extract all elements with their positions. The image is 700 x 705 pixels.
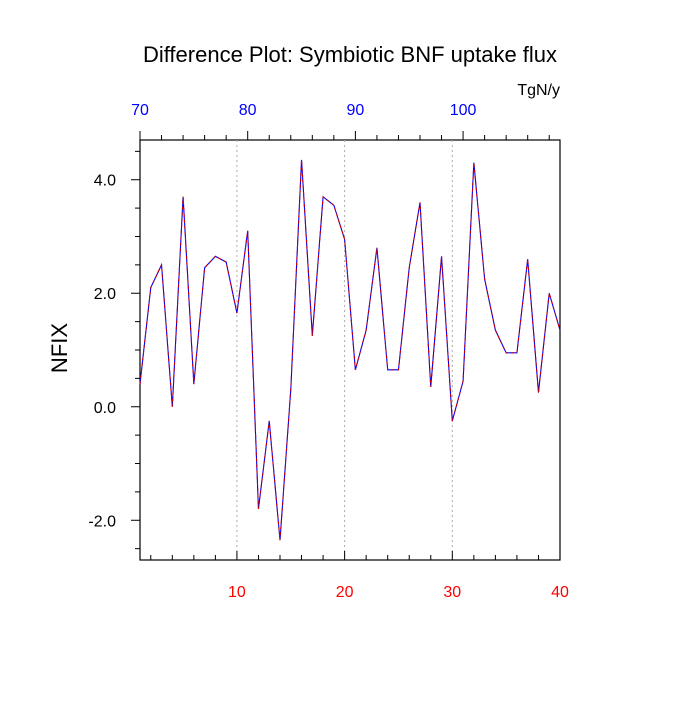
top-tick-label: 90: [346, 102, 364, 119]
y-tick-label: 0.0: [94, 400, 116, 417]
top-tick-label: 80: [239, 102, 257, 119]
series-line-dashed: [139, 159, 561, 541]
x-tick-label: 20: [336, 584, 354, 601]
chart-title: Difference Plot: Symbiotic BNF uptake fl…: [143, 42, 557, 67]
top-tick-label: 70: [131, 102, 149, 119]
x-tick-label: 30: [443, 584, 461, 601]
plot-area: 10 20 30 40 70 80 90 100 -2.0 0.0 2.0 4.0: [88, 102, 569, 601]
series-line: [139, 159, 561, 541]
units-label: TgN/y: [517, 82, 560, 99]
x-tick-label: 40: [551, 584, 569, 601]
y-axis-label: NFIX: [47, 323, 72, 373]
plot-frame: [139, 139, 561, 561]
y-tick-label: 4.0: [94, 173, 116, 190]
y-tick-label: -2.0: [88, 513, 116, 530]
y-tick-label: 2.0: [94, 286, 116, 303]
x-tick-label: 10: [228, 584, 246, 601]
top-tick-label: 100: [450, 102, 477, 119]
